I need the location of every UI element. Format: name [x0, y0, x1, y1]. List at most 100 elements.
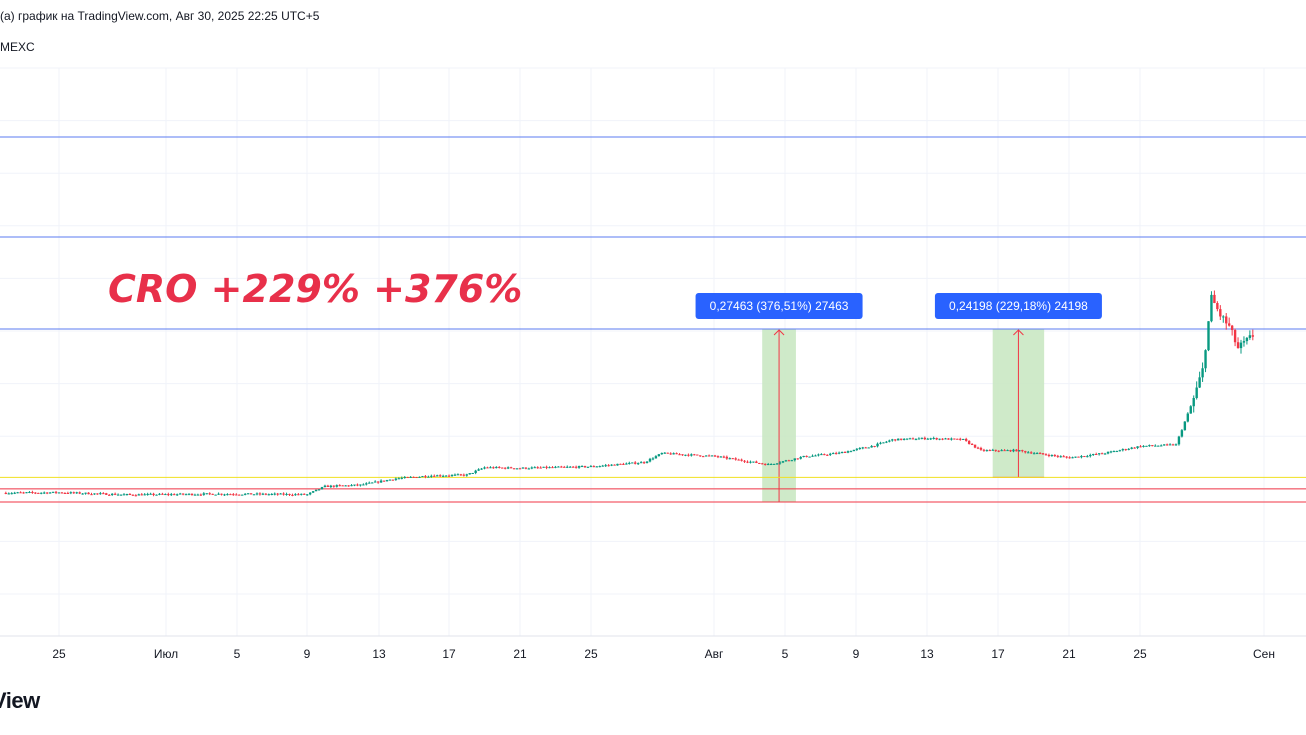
- candle: [577, 465, 581, 469]
- candle: [382, 480, 386, 482]
- candle: [1106, 451, 1110, 455]
- candle: [527, 467, 531, 470]
- candle: [569, 465, 572, 468]
- candle: [982, 448, 986, 452]
- candle: [823, 453, 826, 456]
- candle: [1086, 454, 1089, 458]
- candle: [690, 453, 693, 457]
- candle: [276, 492, 279, 496]
- candle: [840, 451, 844, 454]
- candle: [722, 455, 726, 459]
- candle: [607, 464, 610, 467]
- candle: [37, 492, 40, 494]
- candle: [1047, 453, 1051, 458]
- candle: [199, 493, 203, 496]
- candle: [1213, 290, 1216, 304]
- candle: [335, 484, 338, 488]
- x-tick-label: Сен: [1253, 647, 1275, 661]
- candle: [232, 493, 235, 496]
- candle: [743, 460, 746, 463]
- candle: [1233, 328, 1237, 347]
- candle: [737, 458, 740, 461]
- candle: [811, 454, 814, 457]
- candle: [1248, 330, 1252, 340]
- candle: [477, 468, 480, 471]
- candle: [941, 438, 944, 441]
- candle: [338, 484, 341, 487]
- candle: [506, 466, 510, 470]
- candle: [450, 474, 454, 477]
- candle: [799, 456, 802, 460]
- candle: [308, 492, 312, 496]
- candle: [917, 437, 921, 440]
- candle: [563, 465, 566, 468]
- candle: [613, 464, 616, 466]
- candle: [1006, 449, 1009, 452]
- candle: [734, 457, 737, 461]
- candle: [970, 443, 974, 446]
- candle: [707, 454, 711, 457]
- candle: [1130, 446, 1133, 450]
- candle: [740, 458, 743, 462]
- candle: [1174, 443, 1178, 446]
- x-tick-label: Июл: [154, 647, 178, 661]
- candle: [861, 446, 864, 450]
- candle: [642, 461, 646, 464]
- candle: [885, 440, 888, 444]
- candle: [164, 493, 167, 496]
- candle: [403, 476, 406, 479]
- candle: [802, 455, 805, 458]
- candle: [1035, 452, 1039, 455]
- candle: [1038, 452, 1042, 455]
- x-tick-label: 25: [584, 647, 598, 661]
- candle: [1157, 445, 1160, 447]
- candle: [438, 474, 442, 478]
- candle: [105, 492, 108, 495]
- candle: [385, 479, 389, 482]
- candle: [557, 466, 560, 468]
- candle: [7, 492, 10, 495]
- candle: [1021, 449, 1024, 453]
- candle: [704, 455, 708, 457]
- candle: [1216, 301, 1219, 312]
- candle: [149, 492, 152, 495]
- candle: [60, 491, 64, 494]
- candle: [790, 459, 794, 462]
- candle: [542, 466, 545, 468]
- candle: [657, 453, 661, 457]
- candle: [373, 480, 377, 483]
- candle: [1165, 443, 1169, 446]
- candle: [1222, 315, 1225, 323]
- candle: [131, 494, 135, 497]
- candle: [959, 437, 962, 441]
- candle: [882, 442, 885, 444]
- candle: [778, 461, 782, 465]
- candle: [492, 466, 495, 469]
- candle: [583, 465, 587, 468]
- candle: [211, 493, 214, 495]
- candle: [365, 482, 368, 486]
- arrow-head-icon: [1013, 329, 1024, 336]
- candle: [214, 494, 217, 496]
- candle: [687, 453, 690, 457]
- candle: [110, 493, 114, 496]
- candle: [317, 489, 321, 491]
- candle: [589, 464, 593, 468]
- candle: [314, 489, 318, 492]
- candle: [1177, 435, 1181, 446]
- candle: [1245, 336, 1249, 345]
- candle: [1204, 349, 1207, 373]
- candle: [767, 462, 770, 466]
- candle: [421, 475, 424, 478]
- x-tick-label: 13: [920, 647, 934, 661]
- candle: [566, 465, 569, 469]
- candle: [701, 455, 705, 458]
- candle: [261, 492, 265, 496]
- x-tick-label: 25: [1133, 647, 1147, 661]
- candle: [1242, 336, 1246, 347]
- candle: [1118, 449, 1122, 452]
- candle: [412, 476, 415, 478]
- candle: [648, 457, 652, 463]
- candle: [1207, 321, 1210, 352]
